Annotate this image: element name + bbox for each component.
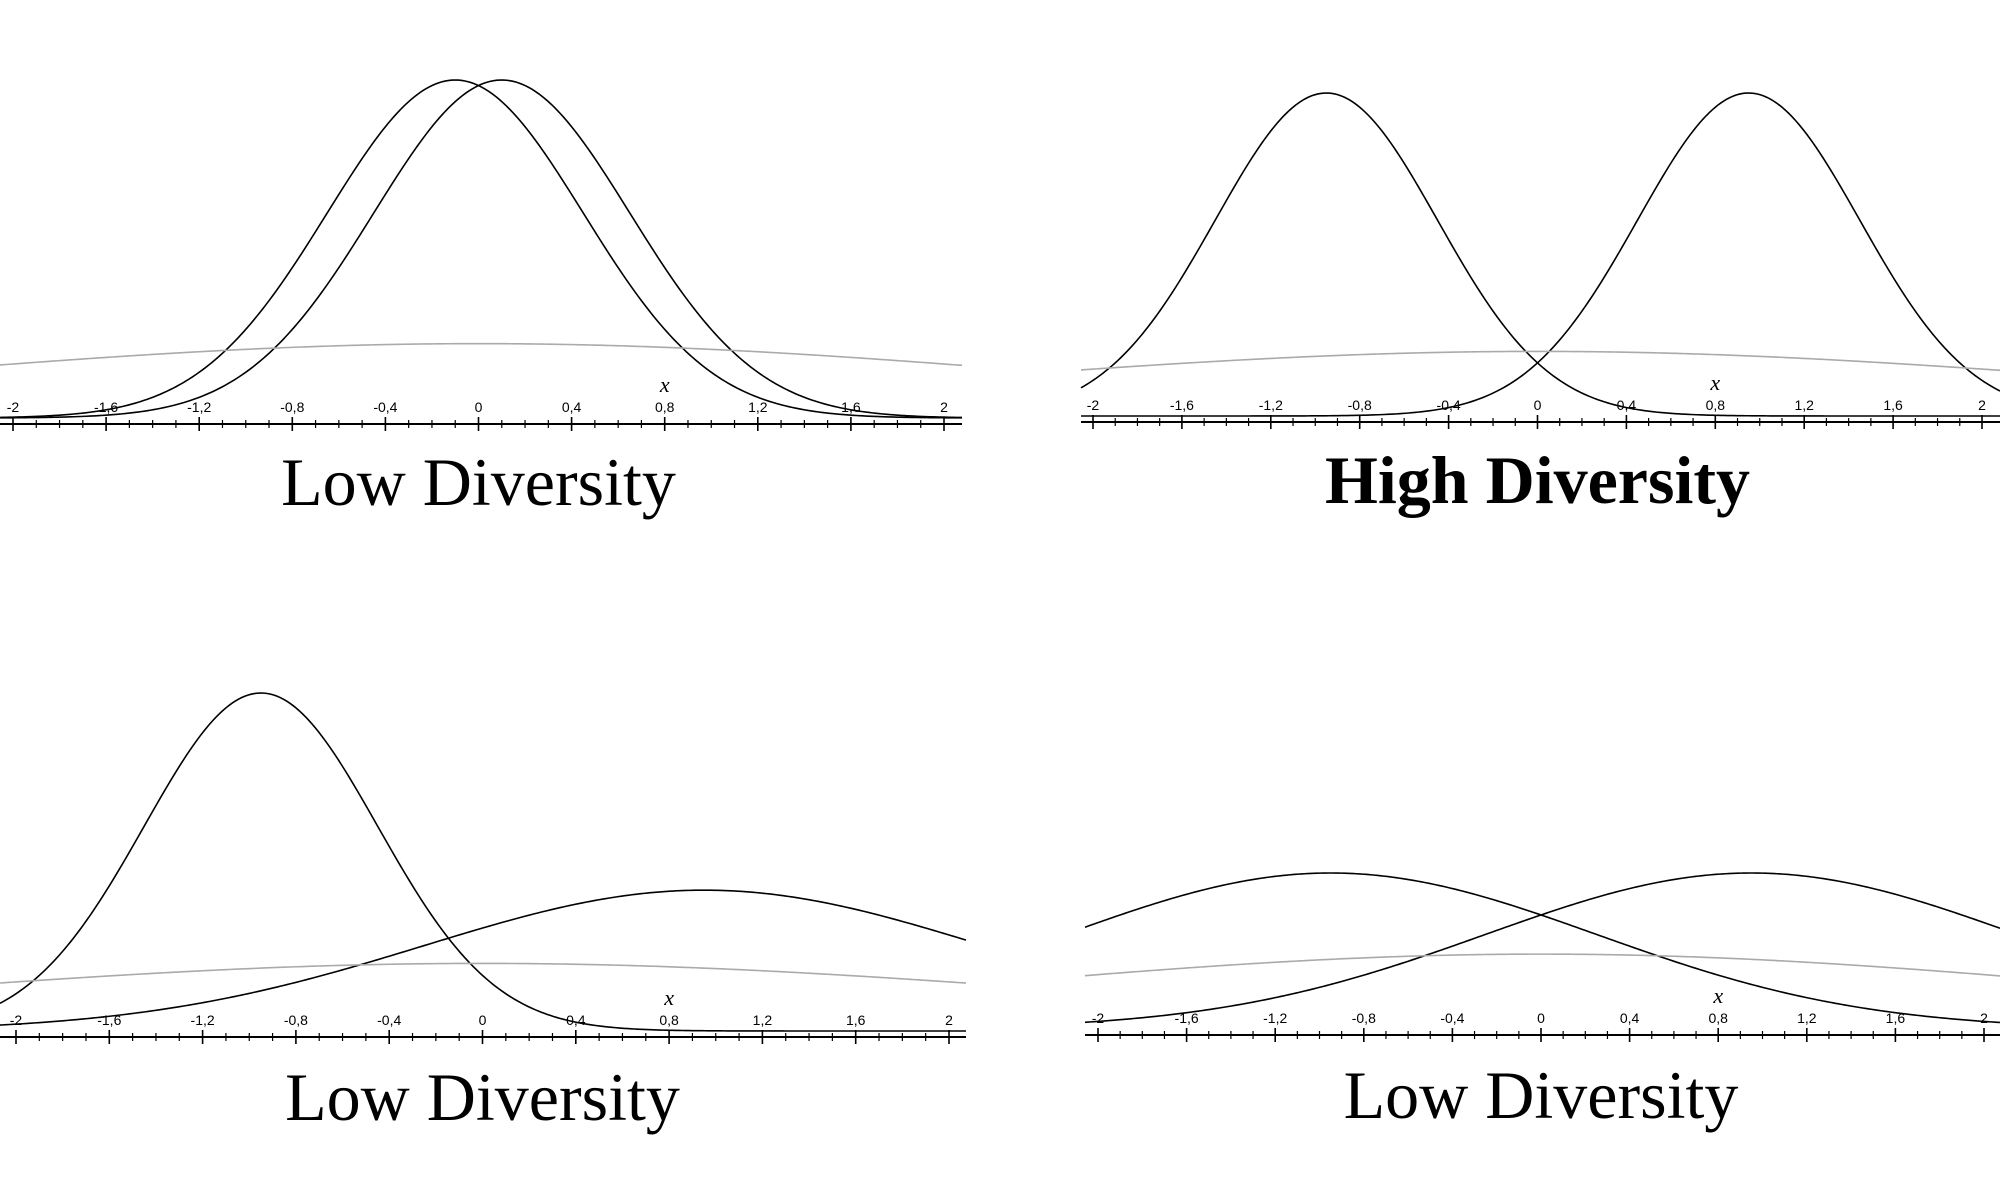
- series-curve-3: [1080, 350, 2000, 372]
- series-curve-1: [0, 692, 966, 1032]
- x-tick-label: -2: [1092, 1010, 1105, 1026]
- series-curve-3: [0, 962, 967, 984]
- panel-caption: High Diversity: [1325, 442, 1750, 518]
- series-curve-2: [0, 79, 963, 419]
- x-tick-label: -0,8: [280, 399, 304, 415]
- x-tick-label: -0,4: [1440, 1010, 1464, 1026]
- x-axis-label: x: [1709, 370, 1720, 395]
- series-curve-2: [1084, 872, 2000, 1024]
- x-tick-label: 2: [940, 399, 948, 415]
- x-tick-label: 1,2: [748, 399, 768, 415]
- x-tick-label: 1,6: [1883, 397, 1903, 413]
- x-tick-label: 0,8: [1708, 1010, 1728, 1026]
- x-tick-label: -1,2: [191, 1012, 215, 1028]
- series-curve-2: [0, 889, 967, 1026]
- x-tick-label: 0,8: [655, 399, 675, 415]
- x-tick-label: 2: [1978, 397, 1986, 413]
- x-tick-label: -1,6: [1170, 397, 1194, 413]
- x-tick-label: 1,2: [753, 1012, 773, 1028]
- x-tick-label: 1,6: [841, 399, 861, 415]
- x-tick-label: 1,6: [1886, 1010, 1906, 1026]
- series-curve-2: [1081, 92, 2000, 417]
- panel-caption: Low Diversity: [285, 1059, 680, 1135]
- x-tick-label: -2: [7, 399, 20, 415]
- x-tick-label: -0,4: [1437, 397, 1461, 413]
- x-tick-label: -1,6: [94, 399, 118, 415]
- chart-panel-3: -2 -1,6 -1,2 -0,8 -0,4 0 0,4 0,8 1,2 1,6 2 x Low Div…: [0, 692, 967, 1135]
- x-tick-label: -0,8: [1348, 397, 1372, 413]
- panel-caption: Low Diversity: [281, 444, 676, 520]
- x-tick-label: 0,8: [1706, 397, 1726, 413]
- x-tick-label: 0: [1534, 397, 1542, 413]
- x-tick-label: -2: [10, 1012, 23, 1028]
- chart-panel-2: -2 -1,6 -1,2 -0,8 -0,4 0 0,4 0,8 1,2 1,6 2 x High Di…: [1080, 92, 2000, 518]
- x-axis-label: x: [1712, 983, 1723, 1008]
- x-tick-label: 0,4: [1620, 1010, 1640, 1026]
- x-axis-label: x: [659, 372, 670, 397]
- x-tick-label: 0: [475, 399, 483, 415]
- series-curve-3: [1084, 953, 2000, 977]
- chart-panel-1: -2 -1,6 -1,2 -0,8 -0,4 0 0,4 0,8 1,2 1,6 2 x Low Div…: [0, 79, 963, 520]
- x-tick-label: 1,2: [1794, 397, 1814, 413]
- series-curve-1: [1080, 92, 2000, 417]
- x-tick-label: -1,2: [1259, 397, 1283, 413]
- x-tick-label: 1,2: [1797, 1010, 1817, 1026]
- series-curve-1: [1084, 872, 2000, 1024]
- x-tick-label: 0: [1537, 1010, 1545, 1026]
- panel-caption: Low Diversity: [1344, 1057, 1739, 1133]
- series-curve-1: [0, 79, 963, 419]
- x-tick-label: 2: [1980, 1010, 1988, 1026]
- x-tick-label: 0: [479, 1012, 487, 1028]
- x-tick-label: 0,4: [1617, 397, 1637, 413]
- x-axis-label: x: [663, 985, 674, 1010]
- x-tick-label: -1,6: [97, 1012, 121, 1028]
- x-tick-label: 0,4: [566, 1012, 586, 1028]
- x-tick-label: -1,2: [1263, 1010, 1287, 1026]
- x-tick-label: -1,6: [1175, 1010, 1199, 1026]
- x-tick-label: 0,8: [659, 1012, 679, 1028]
- x-tick-label: -0,8: [284, 1012, 308, 1028]
- x-tick-label: 0,4: [562, 399, 582, 415]
- chart-panel-4: -2 -1,6 -1,2 -0,8 -0,4 0 0,4 0,8 1,2 1,6 2 x Low Div…: [1084, 872, 2000, 1133]
- x-tick-label: -0,8: [1352, 1010, 1376, 1026]
- x-tick-label: -2: [1087, 397, 1100, 413]
- series-curve-3: [0, 342, 963, 367]
- x-tick-label: 2: [945, 1012, 953, 1028]
- x-tick-label: 1,6: [846, 1012, 866, 1028]
- x-tick-label: -0,4: [377, 1012, 401, 1028]
- x-tick-label: -0,4: [373, 399, 397, 415]
- x-tick-label: -1,2: [187, 399, 211, 415]
